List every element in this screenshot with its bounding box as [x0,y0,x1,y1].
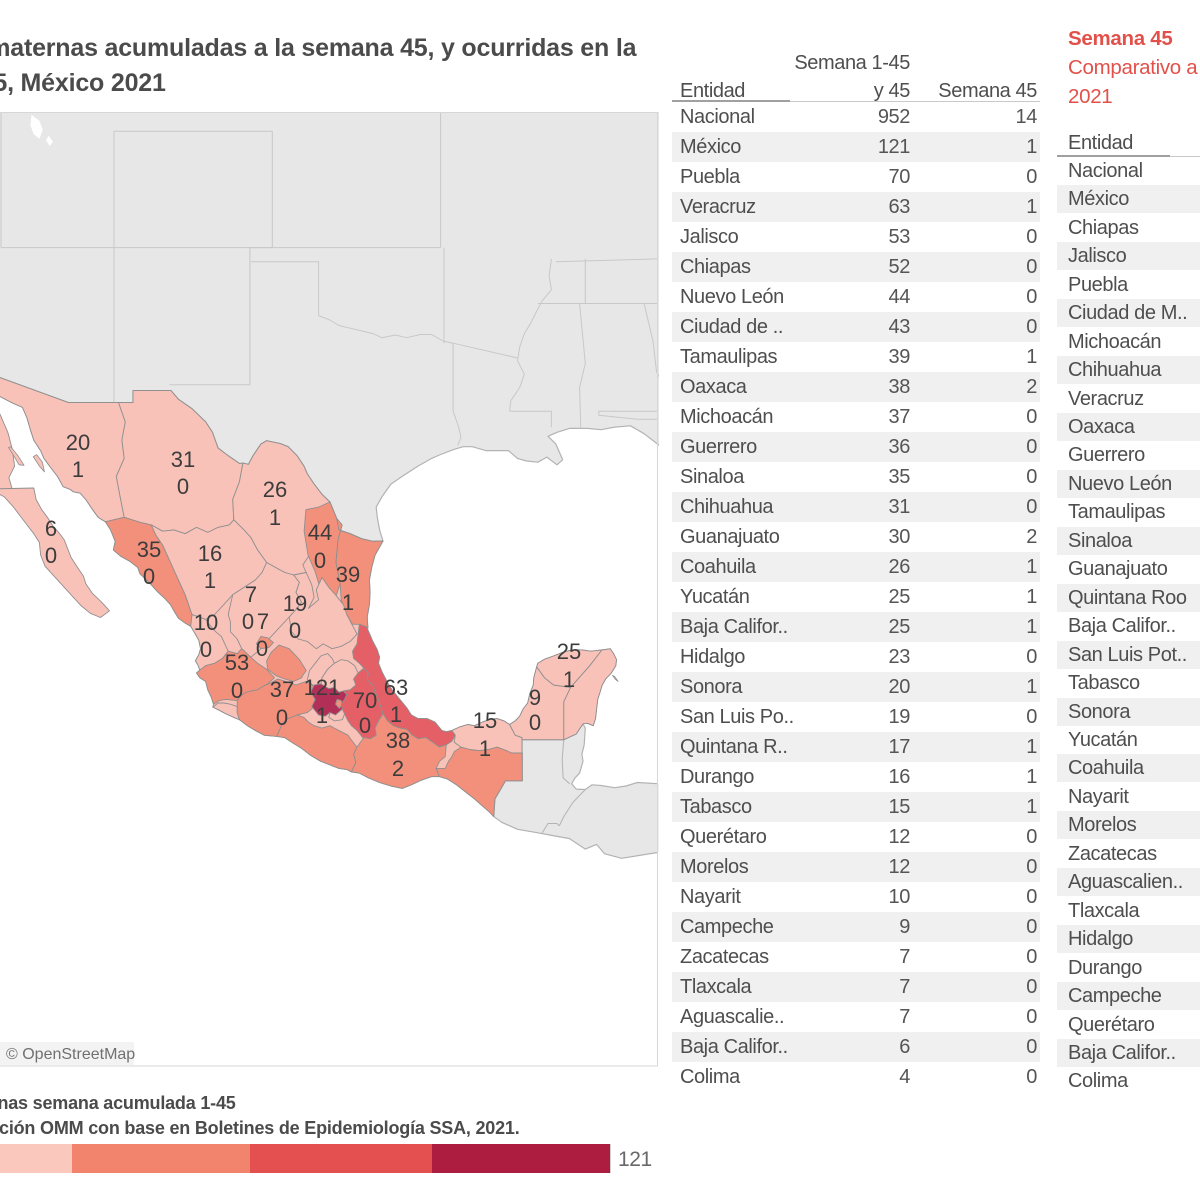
svg-text:0: 0 [242,609,254,634]
svg-text:0: 0 [231,678,243,703]
svg-text:0: 0 [143,564,155,589]
svg-text:0: 0 [314,548,326,573]
svg-text:0: 0 [289,618,301,643]
svg-text:37: 37 [270,677,294,702]
svg-text:19: 19 [283,591,307,616]
svg-text:0: 0 [45,543,57,568]
svg-text:9: 9 [529,685,541,710]
svg-text:1: 1 [342,590,354,615]
svg-text:1: 1 [269,505,281,530]
svg-text:© OpenStreetMap: © OpenStreetMap [6,1046,135,1063]
svg-text:1: 1 [204,568,216,593]
svg-text:121: 121 [304,675,341,700]
svg-text:0: 0 [359,713,371,738]
svg-text:1: 1 [72,457,84,482]
svg-text:25: 25 [557,639,581,664]
svg-text:26: 26 [263,477,287,502]
svg-text:7: 7 [257,609,269,634]
svg-text:10: 10 [194,610,218,635]
svg-text:0: 0 [276,705,288,730]
svg-text:63: 63 [384,675,408,700]
svg-text:0: 0 [256,636,268,661]
svg-text:16: 16 [198,541,222,566]
svg-text:20: 20 [66,430,90,455]
svg-text:38: 38 [386,728,410,753]
svg-text:70: 70 [353,688,377,713]
svg-text:0: 0 [529,710,541,735]
svg-text:1: 1 [563,667,575,692]
svg-text:1: 1 [390,702,402,727]
svg-text:31: 31 [171,447,195,472]
svg-text:44: 44 [308,520,332,545]
svg-text:1: 1 [479,736,491,761]
svg-text:7: 7 [245,582,257,607]
svg-text:15: 15 [473,708,497,733]
svg-text:0: 0 [200,637,212,662]
svg-text:0: 0 [177,474,189,499]
svg-text:1: 1 [316,703,328,728]
svg-text:39: 39 [336,562,360,587]
svg-text:35: 35 [137,537,161,562]
svg-text:6: 6 [45,516,57,541]
svg-text:2: 2 [392,756,404,781]
svg-text:53: 53 [225,650,249,675]
